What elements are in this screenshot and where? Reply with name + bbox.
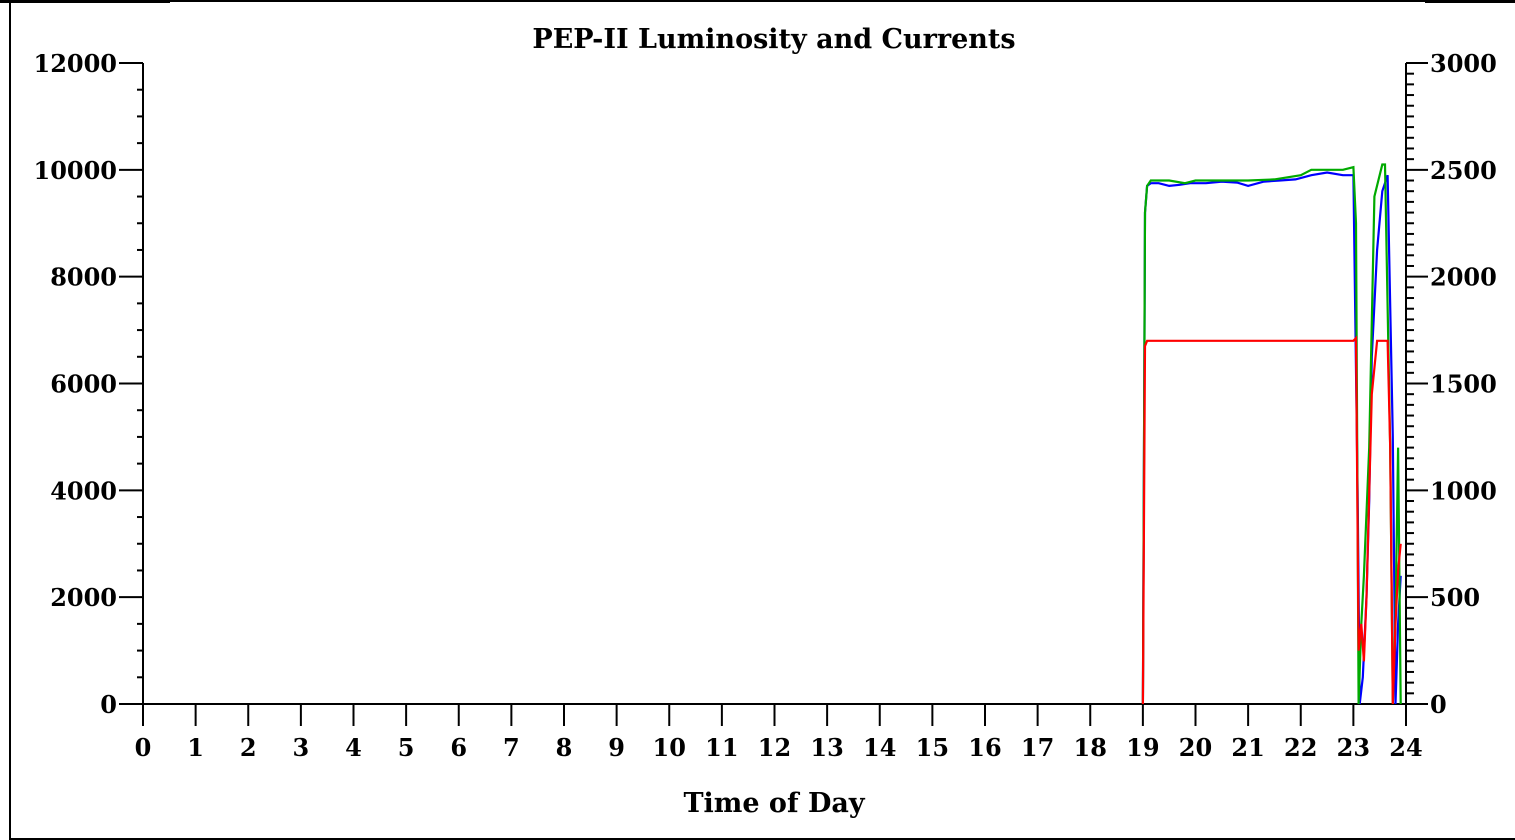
x-tick-label: 9 (608, 733, 625, 762)
x-tick-label: 1 (187, 733, 204, 762)
x-tick-label: 11 (705, 733, 738, 762)
y-tick-label: 8000 (50, 263, 117, 292)
series-line-3 (1141, 335, 1402, 705)
x-tick-label: 15 (916, 733, 949, 762)
x-tick-label: 4 (345, 733, 362, 762)
x-tick-label: 16 (968, 733, 1001, 762)
x-tick-label: 19 (1126, 733, 1159, 762)
axes: 0200040006000800010000120000500100015002… (34, 49, 1497, 762)
x-tick-label: 8 (556, 733, 573, 762)
x-tick-label: 13 (810, 733, 843, 762)
x-tick-label: 6 (450, 733, 467, 762)
y2-tick-label: 0 (1430, 690, 1447, 719)
x-tick-label: 5 (398, 733, 415, 762)
x-tick-label: 17 (1021, 733, 1054, 762)
x-tick-label: 0 (135, 733, 152, 762)
series-line-2 (1141, 163, 1402, 705)
y-tick-label: 2000 (50, 583, 117, 612)
y-tick-label: 0 (100, 690, 117, 719)
x-tick-label: 3 (293, 733, 310, 762)
chart-title: PEP-II Luminosity and Currents (532, 24, 1015, 55)
x-tick-label: 10 (653, 733, 686, 762)
y2-tick-label: 2500 (1430, 156, 1497, 185)
y-tick-label: 6000 (50, 370, 117, 399)
series-line-1 (1141, 171, 1402, 705)
y-tick-label: 12000 (34, 49, 118, 78)
x-tick-label: 14 (863, 733, 896, 762)
x-axis-label: Time of Day (683, 788, 865, 819)
y2-tick-label: 500 (1430, 583, 1480, 612)
x-tick-label: 12 (758, 733, 791, 762)
x-tick-label: 24 (1389, 733, 1422, 762)
x-tick-label: 2 (240, 733, 257, 762)
y2-tick-label: 2000 (1430, 263, 1497, 292)
x-tick-label: 22 (1284, 733, 1317, 762)
x-tick-label: 20 (1179, 733, 1212, 762)
series-layer (1141, 163, 1402, 705)
y-tick-label: 10000 (34, 156, 118, 185)
y2-tick-label: 3000 (1430, 49, 1497, 78)
x-tick-label: 18 (1074, 733, 1107, 762)
y2-tick-label: 1000 (1430, 476, 1497, 505)
y2-tick-label: 1500 (1430, 370, 1497, 399)
x-tick-label: 21 (1231, 733, 1264, 762)
x-tick-label: 23 (1337, 733, 1370, 762)
x-tick-label: 7 (503, 733, 520, 762)
y-tick-label: 4000 (50, 476, 117, 505)
